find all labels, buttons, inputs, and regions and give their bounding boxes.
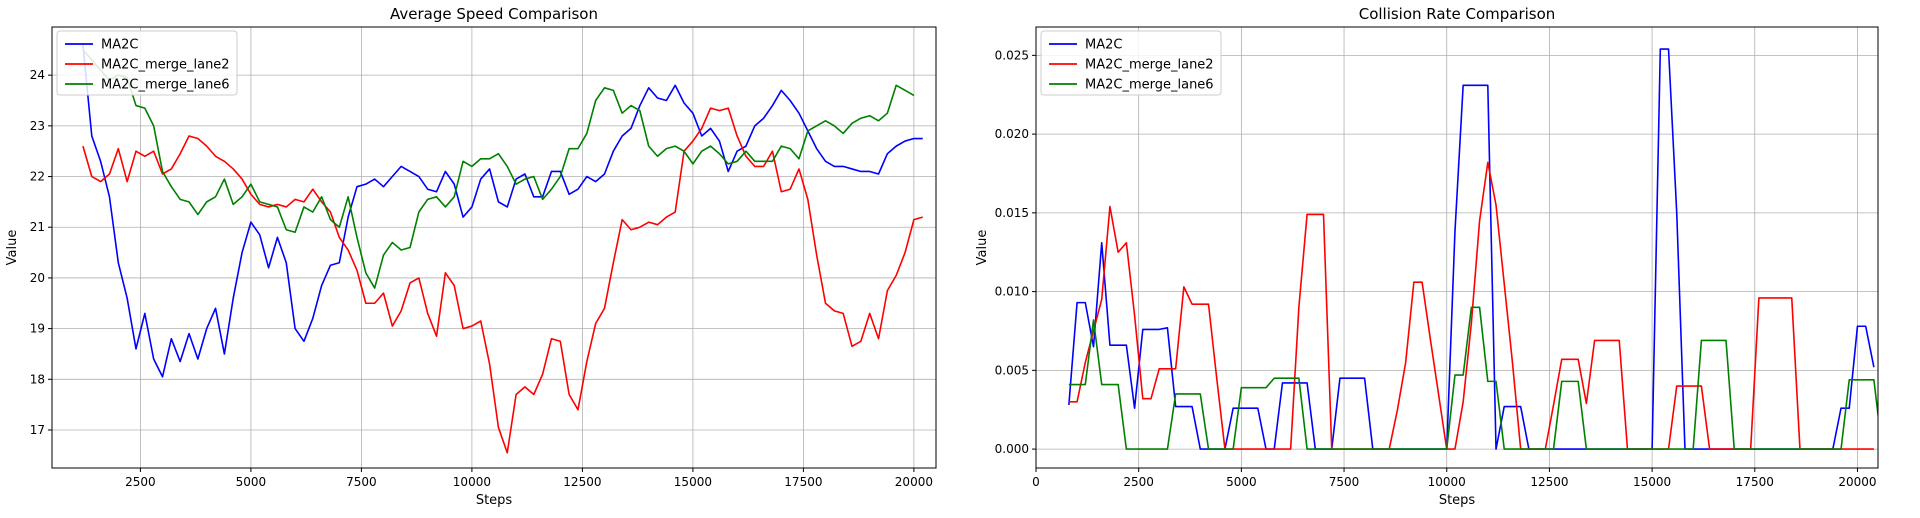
x-tick-label: 15000 [674, 475, 712, 489]
y-tick-label: 21 [30, 220, 45, 234]
legend-entry: MA2C_merge_lane2 [1085, 58, 1214, 73]
legend-entry: MA2C_merge_lane6 [101, 78, 230, 93]
y-axis-label: Value [975, 230, 990, 266]
x-tick-label: 20000 [1838, 475, 1876, 489]
y-tick-label: 0.000 [995, 442, 1029, 456]
y-axis-label: Value [5, 230, 20, 266]
x-tick-label: 5000 [236, 475, 267, 489]
x-tick-label: 12500 [563, 475, 601, 489]
legend: MA2C MA2C_merge_lane2 MA2C_merge_lane6 [56, 30, 238, 96]
x-tick-label: 10000 [1428, 475, 1466, 489]
x-axis-label: Steps [476, 493, 513, 508]
x-tick-label: 20000 [895, 475, 933, 489]
y-tick-label: 0.005 [995, 363, 1029, 377]
x-tick-label: 17500 [784, 475, 822, 489]
x-tick-label: 7500 [346, 475, 377, 489]
legend-entry: MA2C [1085, 38, 1122, 53]
average-speed-chart: 2500 5000 7500 10000 12500 15000 17500 20000 17 1… [5, 5, 937, 508]
y-tick-label: 17 [30, 423, 45, 437]
y-tick-label: 18 [30, 372, 45, 386]
legend-entry: MA2C_merge_lane6 [1085, 78, 1214, 93]
collision-rate-chart: 0 2500 5000 7500 10000 12500 15000 17500 20000 0.… [975, 5, 1879, 508]
legend-box [56, 30, 238, 96]
series-lines [82, 44, 923, 454]
y-tick-label: 20 [30, 271, 45, 285]
chart-title: Collision Rate Comparison [1359, 5, 1556, 23]
series-line-ma2c-merge-lane6 [82, 49, 915, 289]
x-tick-label: 12500 [1530, 475, 1568, 489]
legend-entry: MA2C_merge_lane2 [101, 58, 230, 73]
y-tick-label: 0.025 [995, 48, 1029, 62]
series-line-ma2c-merge-lane6 [1068, 306, 1878, 450]
legend-entry: MA2C [101, 38, 138, 53]
x-tick-label: 0 [1032, 475, 1040, 489]
x-tick-label: 17500 [1736, 475, 1774, 489]
x-tick-label: 2500 [1123, 475, 1154, 489]
plot-frame [51, 26, 937, 469]
x-tick-label: 7500 [1329, 475, 1360, 489]
x-axis-label: Steps [1439, 493, 1476, 508]
y-tick-label: 22 [30, 170, 45, 184]
y-tick-label: 0.010 [995, 285, 1029, 299]
grid [52, 27, 936, 468]
series-line-ma2c-merge-lane2 [82, 107, 923, 454]
x-tick-label: 15000 [1633, 475, 1671, 489]
series-lines [1068, 48, 1878, 450]
legend-box [1040, 30, 1222, 96]
x-tick-label: 5000 [1226, 475, 1257, 489]
y-tick-label: 23 [30, 119, 45, 133]
y-tick-label: 0.020 [995, 127, 1029, 141]
y-tick-label: 0.015 [995, 206, 1029, 220]
plot-frame [1035, 26, 1879, 469]
series-line-ma2c [82, 44, 923, 378]
chart-title: Average Speed Comparison [390, 5, 598, 23]
x-tick-label: 10000 [453, 475, 491, 489]
legend: MA2C MA2C_merge_lane2 MA2C_merge_lane6 [1040, 30, 1222, 96]
x-tick-label: 2500 [125, 475, 156, 489]
y-tick-label: 24 [30, 68, 45, 82]
y-tick-label: 19 [30, 322, 45, 336]
